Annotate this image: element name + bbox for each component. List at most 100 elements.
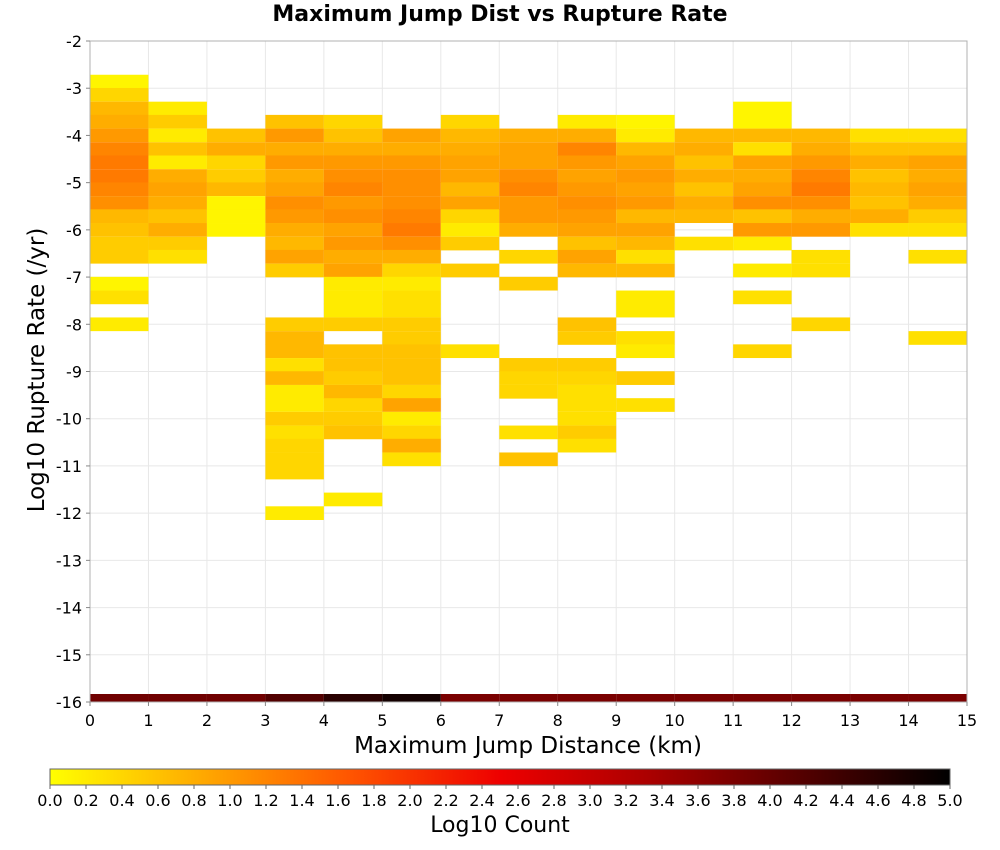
heatmap-cell (323, 371, 383, 385)
heatmap-cell (323, 263, 383, 278)
heatmap-cell (382, 290, 441, 305)
heatmap-cell (206, 169, 266, 183)
heatmap-cell (90, 196, 149, 210)
heatmap-cell (791, 182, 851, 197)
x-tick-label: 6 (436, 711, 446, 730)
heatmap-cell (265, 438, 324, 453)
heatmap-cell (382, 155, 441, 170)
heatmap-cell (382, 331, 441, 345)
heatmap-cell (90, 155, 149, 170)
heatmap-cell (557, 182, 617, 197)
heatmap-cell (148, 236, 207, 251)
heatmap-cell (557, 438, 617, 453)
heatmap-cell (323, 114, 383, 129)
heatmap-cell (206, 223, 266, 237)
heatmap-cell (616, 196, 675, 210)
y-tick-label: -13 (56, 551, 82, 570)
marginal-cell (557, 694, 617, 702)
heatmap-cell (265, 142, 324, 156)
x-tick-label: 4 (319, 711, 329, 730)
heatmap-cell (382, 384, 441, 399)
heatmap-cell (265, 358, 324, 372)
heatmap-cell (908, 196, 967, 210)
colorbar-tick-label: 1.6 (325, 791, 350, 810)
heatmap-cell (791, 317, 851, 332)
heatmap-cell (616, 128, 675, 143)
heatmap-cell (440, 155, 500, 170)
heatmap-cell (382, 182, 441, 197)
heatmap-cell (323, 196, 383, 210)
heatmap-cell (499, 384, 558, 399)
heatmap-cell (382, 358, 441, 372)
heatmap-cell (90, 276, 149, 291)
colorbar-tick-label: 4.2 (793, 791, 818, 810)
x-tick-label: 14 (898, 711, 918, 730)
marginal-cell (148, 694, 207, 702)
heatmap-cell (616, 263, 675, 278)
heatmap-cell (265, 236, 324, 251)
y-tick-label: -14 (56, 599, 82, 618)
heatmap-cell (557, 128, 617, 143)
heatmap-cell (382, 196, 441, 210)
colorbar-tick-label: 3.4 (649, 791, 674, 810)
heatmap-cell (499, 169, 558, 183)
heatmap-cell (616, 290, 675, 305)
heatmap-cell (440, 142, 500, 156)
heatmap-cell (265, 209, 324, 224)
heatmap-cell (850, 182, 909, 197)
heatmap-cell (499, 196, 558, 210)
heatmap-cell (440, 223, 500, 237)
colorbar-tick-label: 1.4 (289, 791, 314, 810)
heatmap-cell (265, 128, 324, 143)
heatmap-cell (265, 425, 324, 440)
heatmap-cell (90, 182, 149, 197)
x-tick-label: 1 (143, 711, 153, 730)
heatmap-cell (908, 249, 967, 264)
y-tick-label: -7 (66, 268, 82, 287)
heatmap-cell (908, 182, 967, 197)
heatmap-cell (557, 249, 617, 264)
heatmap-cell (90, 87, 149, 102)
x-tick-label: 7 (494, 711, 504, 730)
y-tick-label: -10 (56, 410, 82, 429)
heatmap-cell (265, 317, 324, 332)
colorbar-tick-label: 3.0 (577, 791, 602, 810)
y-axis-ticks: -2 -3 -4 -5 -6 -7 -8 -9 -10 -11 -12 -13 -14 -15 -16 (56, 32, 90, 712)
heatmap-cell (616, 142, 675, 156)
heatmap-cell (323, 290, 383, 305)
heatmap-cell (382, 425, 441, 440)
heatmap-cell (382, 128, 441, 143)
x-tick-label: 11 (723, 711, 743, 730)
heatmap-cell (148, 169, 207, 183)
colorbar-tick-label: 4.8 (901, 791, 926, 810)
heatmap-cell (148, 142, 207, 156)
heatmap-cell (733, 182, 792, 197)
colorbar-tick-label: 0.8 (181, 791, 206, 810)
heatmap-cell (733, 196, 792, 210)
heatmap-cell (382, 263, 441, 278)
heatmap-cell (674, 128, 734, 143)
heatmap-cell (323, 169, 383, 183)
heatmap-cell (499, 358, 558, 372)
heatmap-cell (440, 209, 500, 224)
heatmap-cell (674, 169, 734, 183)
heatmap-cell (616, 303, 675, 318)
heatmap-cell (850, 128, 909, 143)
heatmap-cell (440, 196, 500, 210)
heatmap-cell (90, 223, 149, 237)
x-tick-label: 12 (781, 711, 801, 730)
heatmap-cell (148, 223, 207, 237)
heatmap-cell (265, 371, 324, 385)
heatmap-cell (90, 74, 149, 89)
colorbar-label: Log10 Count (430, 813, 570, 838)
x-axis-ticks: 0 1 2 3 4 5 6 7 8 9 10 11 12 13 14 15 (85, 702, 977, 730)
heatmap-cell (499, 223, 558, 237)
colorbar (49, 768, 951, 786)
heatmap-cell (499, 425, 558, 440)
heatmap-cell (908, 331, 967, 345)
heatmap-cell (557, 155, 617, 170)
heatmap-cell (440, 263, 500, 278)
heatmap-cell (557, 398, 617, 412)
heatmap-cell (674, 182, 734, 197)
y-tick-label: -16 (56, 693, 82, 712)
